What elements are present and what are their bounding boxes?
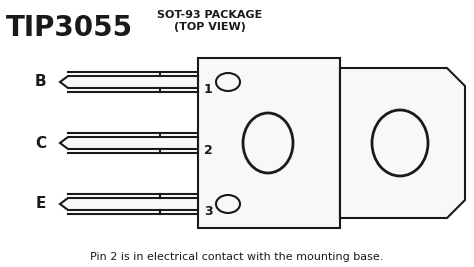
Text: 1: 1 [204, 83, 213, 96]
Polygon shape [340, 68, 465, 218]
Polygon shape [60, 198, 198, 210]
Polygon shape [198, 58, 340, 228]
Polygon shape [60, 76, 198, 88]
Ellipse shape [372, 110, 428, 176]
Text: B: B [35, 74, 46, 89]
Text: Pin 2 is in electrical contact with the mounting base.: Pin 2 is in electrical contact with the … [91, 252, 383, 262]
Polygon shape [60, 137, 198, 149]
Text: (TOP VIEW): (TOP VIEW) [174, 22, 246, 32]
Ellipse shape [216, 73, 240, 91]
Ellipse shape [243, 113, 293, 173]
Text: 3: 3 [204, 205, 213, 218]
Text: C: C [35, 135, 46, 151]
Text: TIP3055: TIP3055 [6, 14, 133, 42]
Text: SOT-93 PACKAGE: SOT-93 PACKAGE [157, 10, 263, 20]
Ellipse shape [216, 195, 240, 213]
Text: E: E [36, 197, 46, 211]
Text: 2: 2 [204, 144, 213, 157]
